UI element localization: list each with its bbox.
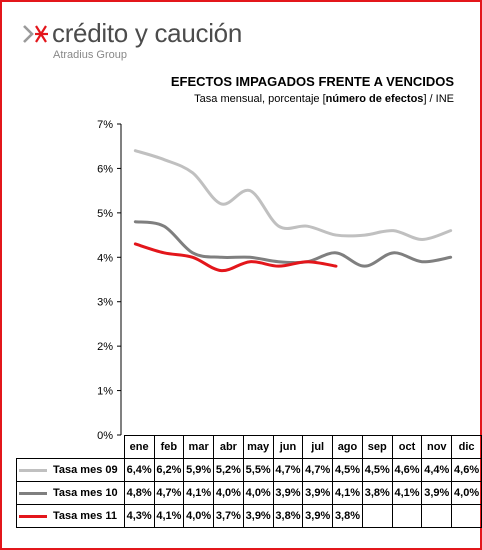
logo-subtitle: Atradius Group [53,49,127,61]
y-tick-label: 3% [97,297,113,309]
legend-label: Tasa mes 11 [53,510,118,522]
subtitle-suffix: ] / INE [423,93,454,105]
chart-subtitle: Tasa mensual, porcentaje [número de efec… [194,93,454,105]
table-cell: 3,7% [213,504,244,528]
table-cell: 4,0% [242,481,274,505]
table-cell: 3,9% [302,481,334,505]
table-row: Tasa mes 11 4,3% 4,1% 4,0% 3,7% 3,9% 3,8% 3,9% 3… [16,504,482,528]
subtitle-prefix: Tasa mensual, porcentaje [ [194,93,326,105]
y-tick-label: 5% [97,208,113,220]
table-body: Tasa mes 09 6,4% 6,2% 5,9% 5,2% 5,5% 4,7% 4,7% 4… [16,458,482,528]
month-header: nov [421,435,453,459]
table-cell: 6,4% [123,458,155,482]
y-tick-label: 7% [97,119,113,131]
month-header: may [242,435,274,459]
table-row: Tasa mes 09 6,4% 6,2% 5,9% 5,2% 5,5% 4,7% 4,7% 4… [16,458,482,482]
table-cell: 4,4% [421,458,453,482]
y-tick-label: 6% [97,163,113,175]
table-cell: 4,0% [451,481,482,505]
table-cell: 4,3% [123,504,155,528]
legend-swatch [19,468,47,472]
table-cell: 3,9% [272,481,304,505]
chart-title: EFECTOS IMPAGADOS FRENTE A VENCIDOS [170,74,454,89]
series-line-3 [133,242,338,273]
month-header: oct [391,435,423,459]
table-cell: 5,9% [183,458,215,482]
month-header: ago [332,435,363,459]
table-cell: 4,0% [183,504,215,528]
table-cell: 3,9% [302,504,334,528]
table-cell: 4,6% [391,458,423,482]
table-cell: 4,8% [123,481,155,505]
table-cell: 3,9% [242,504,274,528]
month-header-row: ene feb mar abr may jun jul ago sep oct nov dic [17,435,482,459]
y-tick-label: 4% [97,252,113,264]
y-tick-label: 2% [97,341,113,353]
legend-swatch [19,514,47,518]
table-cell: 4,5% [361,458,393,482]
logo-name: crédito y caución [52,18,243,48]
table-corner [17,436,125,459]
month-header: mar [183,435,215,459]
table-row: Tasa mes 10 4,8% 4,7% 4,1% 4,0% 4,0% 3,9% 3,9% 4… [16,481,482,505]
table-cell: 4,1% [153,504,185,528]
table-cell: 4,1% [332,481,363,505]
table-cell: 4,5% [332,458,363,482]
table-cell: 4,6% [451,458,482,482]
table-cell: 3,9% [421,481,453,505]
legend-entry: Tasa mes 11 [16,504,125,528]
table-cell [451,504,482,528]
month-header: feb [153,435,185,459]
subtitle-bold: número de efectos [325,93,424,105]
table-cell [391,504,423,528]
month-header: jun [272,435,304,459]
table-cell: 5,2% [213,458,244,482]
table-cell: 4,1% [391,481,423,505]
month-header: abr [213,435,244,459]
legend-entry: Tasa mes 09 [16,458,125,482]
data-table: ene feb mar abr may jun jul ago sep oct nov dic Tas… [16,435,482,528]
month-header: ene [123,435,155,459]
y-tick-label: 0% [97,430,113,442]
table-cell: 4,1% [183,481,215,505]
table-cell: 4,0% [213,481,244,505]
legend-entry: Tasa mes 10 [16,481,125,505]
legend-label: Tasa mes 09 [53,464,118,476]
table-cell: 6,2% [153,458,185,482]
table-cell: 4,7% [272,458,304,482]
series-line-1 [133,149,453,242]
y-tick-label: 1% [97,386,113,398]
table-cell [421,504,453,528]
legend-swatch [19,491,47,495]
table-cell: 5,5% [242,458,274,482]
table-cell: 4,7% [153,481,185,505]
month-header: jul [302,435,334,459]
chevron-logo-icon [23,25,48,43]
table-cell: 3,8% [272,504,304,528]
legend-label: Tasa mes 10 [53,487,118,499]
line-chart: 0% 1% 2% 3% 4% 5% 6% 7% [97,119,453,442]
table-cell: 3,8% [361,481,393,505]
table-cell [361,504,393,528]
month-header: dic [451,435,482,459]
month-header: sep [361,435,393,459]
table-cell: 3,8% [332,504,363,528]
table-cell: 4,7% [302,458,334,482]
